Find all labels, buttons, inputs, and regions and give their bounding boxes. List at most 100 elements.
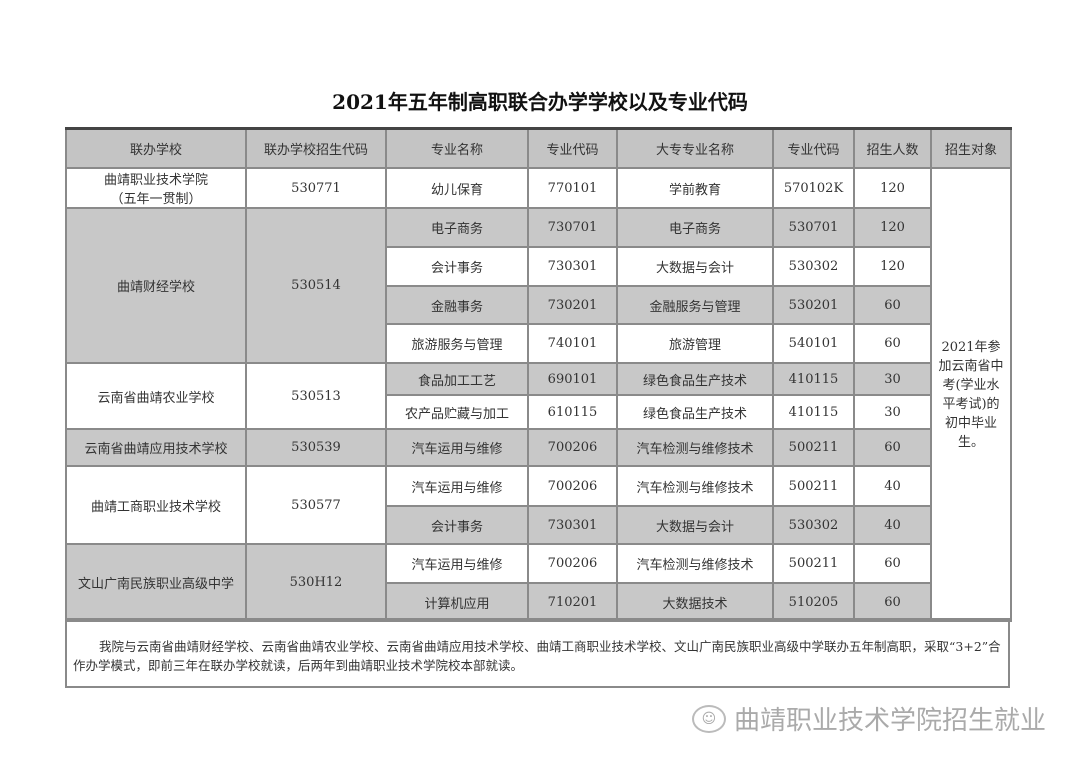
school-code-cell: 530513 <box>245 362 387 430</box>
college-major-cell: 大数据与会计 <box>616 246 774 287</box>
table-row: 计算机应用 710201 大数据技术 510205 60 <box>66 582 1011 622</box>
table-row: 会计事务 730301 大数据与会计 530302 40 <box>66 505 1011 545</box>
major-name-cell: 幼儿保育 <box>385 167 529 209</box>
major-code-cell: 730301 <box>527 246 618 287</box>
college-code-cell: 410115 <box>772 362 855 396</box>
wechat-icon: ☺ <box>691 704 726 733</box>
enrollment-count-cell: 30 <box>853 394 932 430</box>
header-cell: 大专专业名称 <box>616 127 774 169</box>
school-note: （五年一贯制） <box>110 192 202 207</box>
major-code-cell: 730701 <box>527 207 618 248</box>
table-row: 旅游服务与管理 740101 旅游管理 540101 60 <box>66 323 1011 364</box>
major-name-cell: 汽车运用与维修 <box>385 543 529 584</box>
major-code-cell: 770101 <box>527 167 618 209</box>
major-name-cell: 金融事务 <box>385 285 529 325</box>
major-code-cell: 700206 <box>527 428 618 467</box>
school-cell: 云南省曲靖农业学校 <box>65 362 247 430</box>
enrollment-count-cell: 40 <box>853 465 932 507</box>
major-code-cell: 730201 <box>527 285 618 325</box>
table-row: 曲靖财经学校 530514 电子商务 730701 电子商务 530701 120 <box>65 207 1011 364</box>
header-cell: 联办学校 <box>65 127 247 169</box>
college-code-cell: 510205 <box>772 582 855 622</box>
watermark-text: 曲靖职业技术学院招生就业 <box>733 706 1046 736</box>
school-name: 云南省曲靖农业学校 <box>97 390 215 406</box>
enrollment-count-cell: 40 <box>853 505 932 545</box>
note-text: 我院与云南省曲靖财经学校、云南省曲靖农业学校、云南省曲靖应用技术学校、曲靖工商职… <box>65 618 1010 688</box>
enrollment-count-cell: 60 <box>853 285 932 325</box>
college-code-cell: 500211 <box>772 465 855 507</box>
enrollment-count-cell: 60 <box>853 323 932 364</box>
school-cell: 曲靖职业技术学院 （五年一贯制） <box>65 167 247 209</box>
enrollment-count-cell: 120 <box>853 246 932 287</box>
college-code-cell: 540101 <box>772 323 855 364</box>
enrollment-count-cell: 60 <box>853 582 932 622</box>
college-major-cell: 旅游管理 <box>616 323 774 364</box>
major-code-cell: 610115 <box>527 394 618 430</box>
major-name-cell: 汽车运用与维修 <box>385 465 529 507</box>
major-name-cell: 旅游服务与管理 <box>385 323 529 364</box>
major-name-cell: 电子商务 <box>385 207 529 248</box>
school-name: 曲靖职业技术学院 <box>103 173 208 188</box>
school-name: 文山广南民族职业高级中学 <box>77 577 234 592</box>
table-row: 文山广南民族职业高级中学 530H12 汽车运用与维修 700206 汽车检测与维修技术… <box>65 543 1011 622</box>
table-row: 会计事务 730301 大数据与会计 530302 120 <box>66 246 1011 287</box>
college-major-cell: 大数据与会计 <box>616 505 774 545</box>
college-code-cell: 500211 <box>772 543 855 584</box>
target-cell: 2021年参加云南省中考(学业水平考试)的初中毕业生。 <box>930 167 1012 622</box>
major-name-cell: 农产品贮藏与加工 <box>385 394 529 430</box>
college-major-cell: 汽车检测与维修技术 <box>616 543 774 584</box>
college-code-cell: 530701 <box>772 207 855 248</box>
college-code-cell: 530302 <box>772 246 855 287</box>
major-code-cell: 700206 <box>527 543 618 584</box>
major-code-cell: 710201 <box>527 582 618 622</box>
majors-table: 联办学校 联办学校招生代码 专业名称 专业代码 大专专业名称 专业代码 招生人数… <box>65 127 1012 622</box>
header-cell: 联办学校招生代码 <box>245 127 387 169</box>
school-cell: 文山广南民族职业高级中学 <box>65 543 247 622</box>
school-name: 曲靖工商职业技术学校 <box>90 499 221 515</box>
college-major-cell: 绿色食品生产技术 <box>616 394 774 430</box>
enrollment-count-cell: 60 <box>853 543 932 584</box>
college-code-cell: 530201 <box>772 285 855 325</box>
page-title: 2021年五年制高职联合办学学校以及专业代码 <box>332 90 748 114</box>
enrollment-count-cell: 60 <box>853 428 932 467</box>
major-name-cell: 计算机应用 <box>385 582 529 622</box>
table-row: 农产品贮藏与加工 610115 绿色食品生产技术 410115 30 <box>66 394 1011 430</box>
school-name: 曲靖财经学校 <box>116 280 195 295</box>
enrollment-count-cell: 120 <box>853 207 932 248</box>
college-major-cell: 电子商务 <box>616 207 774 248</box>
college-major-cell: 汽车检测与维修技术 <box>616 465 774 507</box>
major-name-cell: 会计事务 <box>385 505 529 545</box>
college-code-cell: 500211 <box>772 428 855 467</box>
school-code-cell: 530771 <box>245 167 387 209</box>
major-code-cell: 690101 <box>527 362 618 396</box>
header-cell: 招生人数 <box>853 127 932 169</box>
school-code-cell: 530577 <box>245 465 387 545</box>
header-cell: 招生对象 <box>930 127 1012 169</box>
school-code-cell: 530514 <box>245 207 387 364</box>
major-name-cell: 汽车运用与维修 <box>385 428 529 467</box>
college-major-cell: 金融服务与管理 <box>616 285 774 325</box>
college-major-cell: 大数据技术 <box>616 582 774 622</box>
enrollment-count-cell: 120 <box>853 167 932 209</box>
table-row: 云南省曲靖农业学校 530513 食品加工工艺 690101 绿色食品生产技术 41011… <box>65 362 1011 430</box>
major-name-cell: 会计事务 <box>385 246 529 287</box>
header-cell: 专业代码 <box>527 127 618 169</box>
table-row: 云南省曲靖应用技术学校 530539 汽车运用与维修 700206 汽车检测与维修技术 5… <box>65 428 1011 467</box>
major-code-cell: 730301 <box>527 505 618 545</box>
major-code-cell: 740101 <box>527 323 618 364</box>
header-cell: 专业名称 <box>385 127 529 169</box>
school-cell: 曲靖工商职业技术学校 <box>65 465 247 545</box>
school-code-cell: 530H12 <box>245 543 387 622</box>
enrollment-count-cell: 30 <box>853 362 932 396</box>
college-major-cell: 学前教育 <box>616 167 774 209</box>
watermark: ☺ 曲靖职业技术学院招生就业 <box>691 700 1046 737</box>
school-name: 云南省曲靖应用技术学校 <box>84 442 228 457</box>
table-row: 曲靖职业技术学院 （五年一贯制） 530771 幼儿保育 770101 学前教育 57010… <box>65 167 1012 622</box>
major-name-cell: 食品加工工艺 <box>385 362 529 396</box>
header-cell: 专业代码 <box>772 127 855 169</box>
college-major-cell: 绿色食品生产技术 <box>616 362 774 396</box>
school-code-cell: 530539 <box>245 428 387 467</box>
college-code-cell: 570102K <box>772 167 855 209</box>
school-cell: 曲靖财经学校 <box>65 207 247 364</box>
major-code-cell: 700206 <box>527 465 618 507</box>
